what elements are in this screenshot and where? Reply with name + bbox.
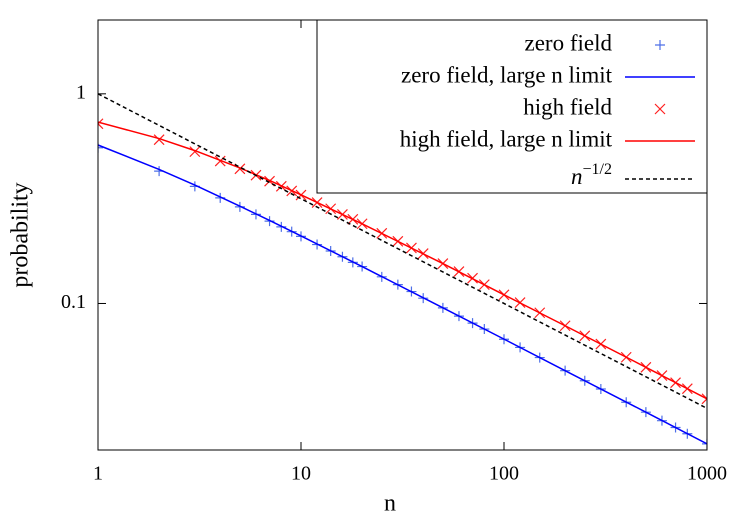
data-point [153,134,165,146]
legend-box [316,19,708,194]
x-axis-label: n [384,491,396,517]
legend-label-part: n [571,164,583,189]
legend-label: zero field [525,30,613,55]
legend-marker [654,103,666,115]
legend-label: zero field, large n limit [401,62,613,87]
legend-label-part: −1/2 [583,161,612,178]
data-point [98,142,103,153]
legend-label: high field, large n limit [400,126,613,151]
data-line [98,93,707,410]
legend-label: high field [523,94,612,119]
data-point [189,146,201,158]
legend-marker [655,40,665,50]
x-tick-label: 10 [291,463,311,485]
y-tick-label: 0.1 [61,291,86,313]
x-tick-label: 100 [489,463,519,485]
data-point [702,438,707,449]
plot-area [98,93,707,449]
data-point [98,118,104,130]
x-tick-label: 1000 [687,463,727,485]
data-line [98,121,707,400]
x-tick-label: 1 [93,463,103,485]
legend-label: n−1/2 [571,161,612,190]
y-tick-label: 1 [76,81,86,103]
y-axis-label: probability [8,182,34,287]
data-point [701,393,707,405]
data-line [98,144,707,445]
